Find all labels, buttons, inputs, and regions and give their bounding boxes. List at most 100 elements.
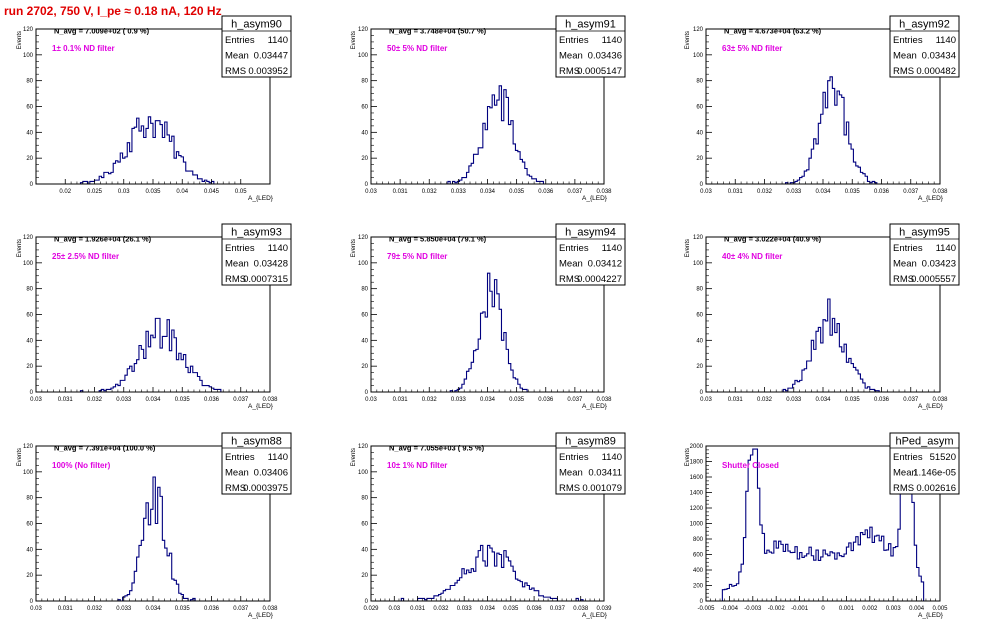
stats-value: 51520 (930, 452, 956, 463)
x-tick-label: 0.031 (410, 606, 426, 612)
histogram-panel: 0.03 0.031 0.032 0.033 0.034 0.035 0.036 0.037 0… (685, 15, 960, 202)
stats-value: 0.001079 (582, 483, 622, 494)
stats-label: Entries (893, 35, 923, 46)
y-tick-label: 0 (365, 390, 369, 396)
y-tick-label: 100 (693, 53, 704, 59)
x-tick-label: 0.031 (728, 189, 744, 195)
y-tick-label: 100 (23, 261, 34, 267)
x-tick-label: 0.031 (393, 189, 409, 195)
filter-annotation: 63± 5% ND filter (722, 44, 782, 53)
y-tick-label: 40 (361, 130, 368, 136)
histogram-name: h_asym90 (231, 19, 282, 31)
histogram-series (371, 544, 604, 602)
x-tick-label: 0.03 (365, 397, 377, 403)
y-tick-label: 80 (361, 79, 368, 85)
y-axis-title: Events (351, 239, 357, 257)
x-tick-label: 0.005 (932, 606, 948, 612)
filter-annotation: Shutter Closed (722, 461, 779, 470)
y-tick-label: 80 (696, 79, 703, 85)
y-axis-title: Events (685, 239, 691, 257)
y-tick-label: 80 (26, 496, 33, 502)
stats-value: 0.0004227 (577, 274, 622, 285)
y-tick-label: 800 (693, 537, 704, 543)
stats-value: 0.0007315 (243, 274, 288, 285)
x-tick-label: 0.037 (233, 606, 249, 612)
stats-label: Entries (559, 452, 589, 463)
stats-label: Mean (893, 51, 917, 62)
histogram-panel: 0.03 0.031 0.032 0.033 0.034 0.035 0.036 0.037 0… (351, 223, 626, 410)
filter-annotation: 1± 0.1% ND filter (52, 44, 115, 53)
x-tick-label: -0.005 (697, 606, 715, 612)
histogram-name: h_asym93 (231, 227, 282, 239)
stats-value: 0.03423 (922, 259, 956, 270)
x-tick-label: 0.029 (363, 606, 379, 612)
stats-value: 1140 (268, 35, 288, 46)
x-tick-label: 0.036 (527, 606, 543, 612)
stats-box (889, 223, 960, 286)
x-tick-label: 0.035 (503, 606, 519, 612)
y-tick-label: 0 (700, 599, 704, 605)
y-tick-label: 0 (30, 182, 34, 188)
x-tick-label: 0.035 (145, 189, 161, 195)
stats-label: Mean (893, 468, 917, 479)
x-tick-label: 0.038 (932, 397, 948, 403)
x-tick-label: 0.036 (204, 606, 220, 612)
x-tick-label: 0.038 (932, 189, 948, 195)
x-tick-label: 0.038 (262, 606, 278, 612)
stats-value: 1140 (936, 243, 956, 254)
stats-box (221, 432, 292, 495)
y-axis-title: Events (685, 31, 691, 49)
histogram-series (36, 116, 270, 185)
x-tick-label: 0.037 (567, 189, 583, 195)
y-tick-label: 120 (23, 235, 34, 241)
y-tick-label: 60 (26, 313, 33, 319)
stats-value: 0.000482 (916, 66, 956, 77)
stats-value: 0.003952 (248, 66, 288, 77)
stats-value: 1.146e-05 (913, 468, 956, 479)
x-axis-title: A_{LED} (248, 612, 274, 619)
y-tick-label: 120 (693, 27, 704, 33)
y-tick-label: 20 (361, 156, 368, 162)
y-tick-label: 40 (696, 130, 703, 136)
stats-value: 0.03447 (254, 51, 288, 62)
x-tick-label: 0.025 (87, 189, 103, 195)
stats-value: 0.03411 (588, 468, 622, 479)
stats-label: Mean (225, 468, 249, 479)
x-tick-label: 0.031 (728, 397, 744, 403)
y-tick-label: 20 (26, 364, 33, 370)
x-tick-label: 0.035 (509, 189, 525, 195)
histogram-name: h_asym94 (565, 227, 616, 239)
stats-label: Mean (559, 259, 583, 270)
x-tick-label: 0.032 (87, 606, 103, 612)
stats-label: Mean (225, 259, 249, 270)
histogram-panel: 0.03 0.031 0.032 0.033 0.034 0.035 0.036 0.037 0… (17, 432, 292, 619)
histogram-series (706, 298, 940, 393)
y-tick-label: 600 (693, 553, 704, 559)
filter-annotation: 50± 5% ND filter (387, 44, 447, 53)
stats-value: 1140 (268, 452, 288, 463)
x-tick-label: 0.039 (596, 606, 612, 612)
stats-label: Entries (559, 35, 589, 46)
x-tick-label: 0.033 (116, 397, 132, 403)
stats-label: Mean (559, 468, 583, 479)
x-tick-label: 0.003 (886, 606, 902, 612)
x-tick-label: 0.03 (118, 189, 130, 195)
y-tick-label: 0 (365, 599, 369, 605)
x-tick-label: 0.031 (393, 397, 409, 403)
y-tick-label: 60 (696, 313, 703, 319)
stats-value: 1140 (602, 452, 622, 463)
y-tick-label: 1800 (690, 460, 704, 466)
x-tick-label: -0.001 (791, 606, 809, 612)
n-avg-label: N_avg = 3.748e+04 (50.7 %) (389, 27, 487, 36)
stats-label: Entries (893, 243, 923, 254)
x-tick-label: -0.003 (744, 606, 762, 612)
x-tick-label: 0.033 (786, 397, 802, 403)
y-tick-label: 120 (23, 444, 34, 450)
x-tick-label: 0.037 (233, 397, 249, 403)
y-tick-label: 60 (696, 105, 703, 111)
x-tick-label: 0.03 (700, 397, 712, 403)
y-tick-label: 100 (23, 53, 34, 59)
y-tick-label: 60 (361, 522, 368, 528)
histogram-name: h_asym91 (565, 19, 616, 31)
x-tick-label: 0.036 (538, 397, 554, 403)
